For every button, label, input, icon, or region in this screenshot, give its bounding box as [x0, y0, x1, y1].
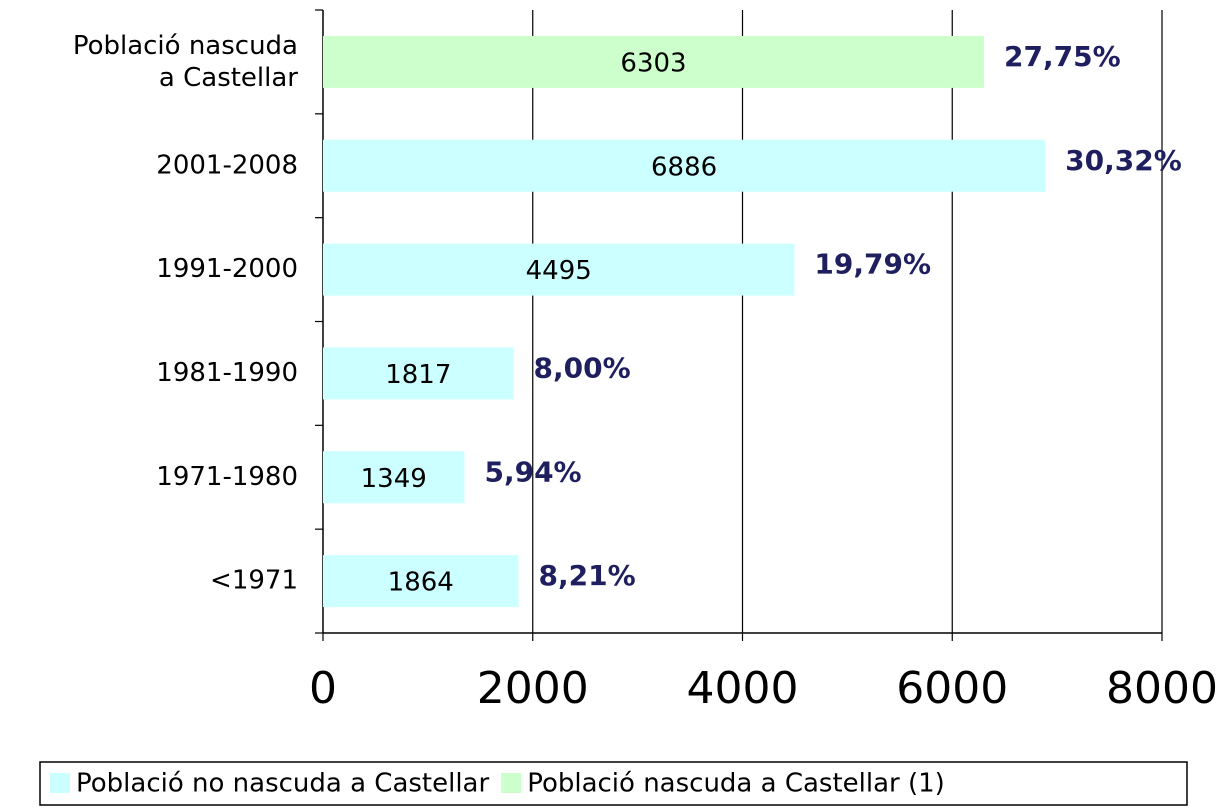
legend-label: Població no nascuda a Castellar	[76, 769, 489, 799]
value-label: 1864	[388, 568, 454, 598]
y-tick-label: 1981-1990	[156, 358, 298, 388]
legend-swatch	[501, 773, 522, 793]
x-tick-label: 0	[309, 663, 337, 714]
legend-box	[39, 761, 1188, 806]
legend-label: Població nascuda a Castellar (1)	[527, 769, 945, 799]
value-label: 1817	[385, 360, 451, 390]
bar	[323, 35, 985, 88]
percent-label: 8,21%	[538, 559, 635, 592]
percent-label: 19,79%	[814, 248, 931, 281]
x-tick-label: 6000	[896, 663, 1008, 714]
bar	[323, 451, 465, 504]
x-tick-label: 8000	[1106, 663, 1218, 714]
bar	[323, 243, 795, 296]
percent-label: 8,00%	[534, 351, 631, 384]
y-tick-label: Població nascuda a Castellar	[73, 30, 298, 92]
y-tick-label: <1971	[210, 566, 298, 596]
bar	[323, 139, 1046, 192]
y-tick-label: 1991-2000	[156, 254, 298, 284]
bar	[323, 555, 519, 608]
value-label: 4495	[526, 256, 592, 286]
y-tick-label: 2001-2008	[156, 150, 298, 180]
legend-swatch	[50, 773, 70, 793]
percent-label: 30,32%	[1065, 144, 1182, 177]
percent-label: 27,75%	[1004, 40, 1121, 73]
bar	[323, 347, 514, 400]
value-label: 6303	[620, 48, 686, 78]
percent-label: 5,94%	[484, 455, 581, 488]
x-tick-label: 2000	[477, 663, 589, 714]
value-label: 6886	[651, 152, 717, 182]
y-tick-label: 1971-1980	[156, 462, 298, 492]
x-tick-label: 4000	[687, 663, 799, 714]
value-label: 1349	[361, 464, 427, 494]
